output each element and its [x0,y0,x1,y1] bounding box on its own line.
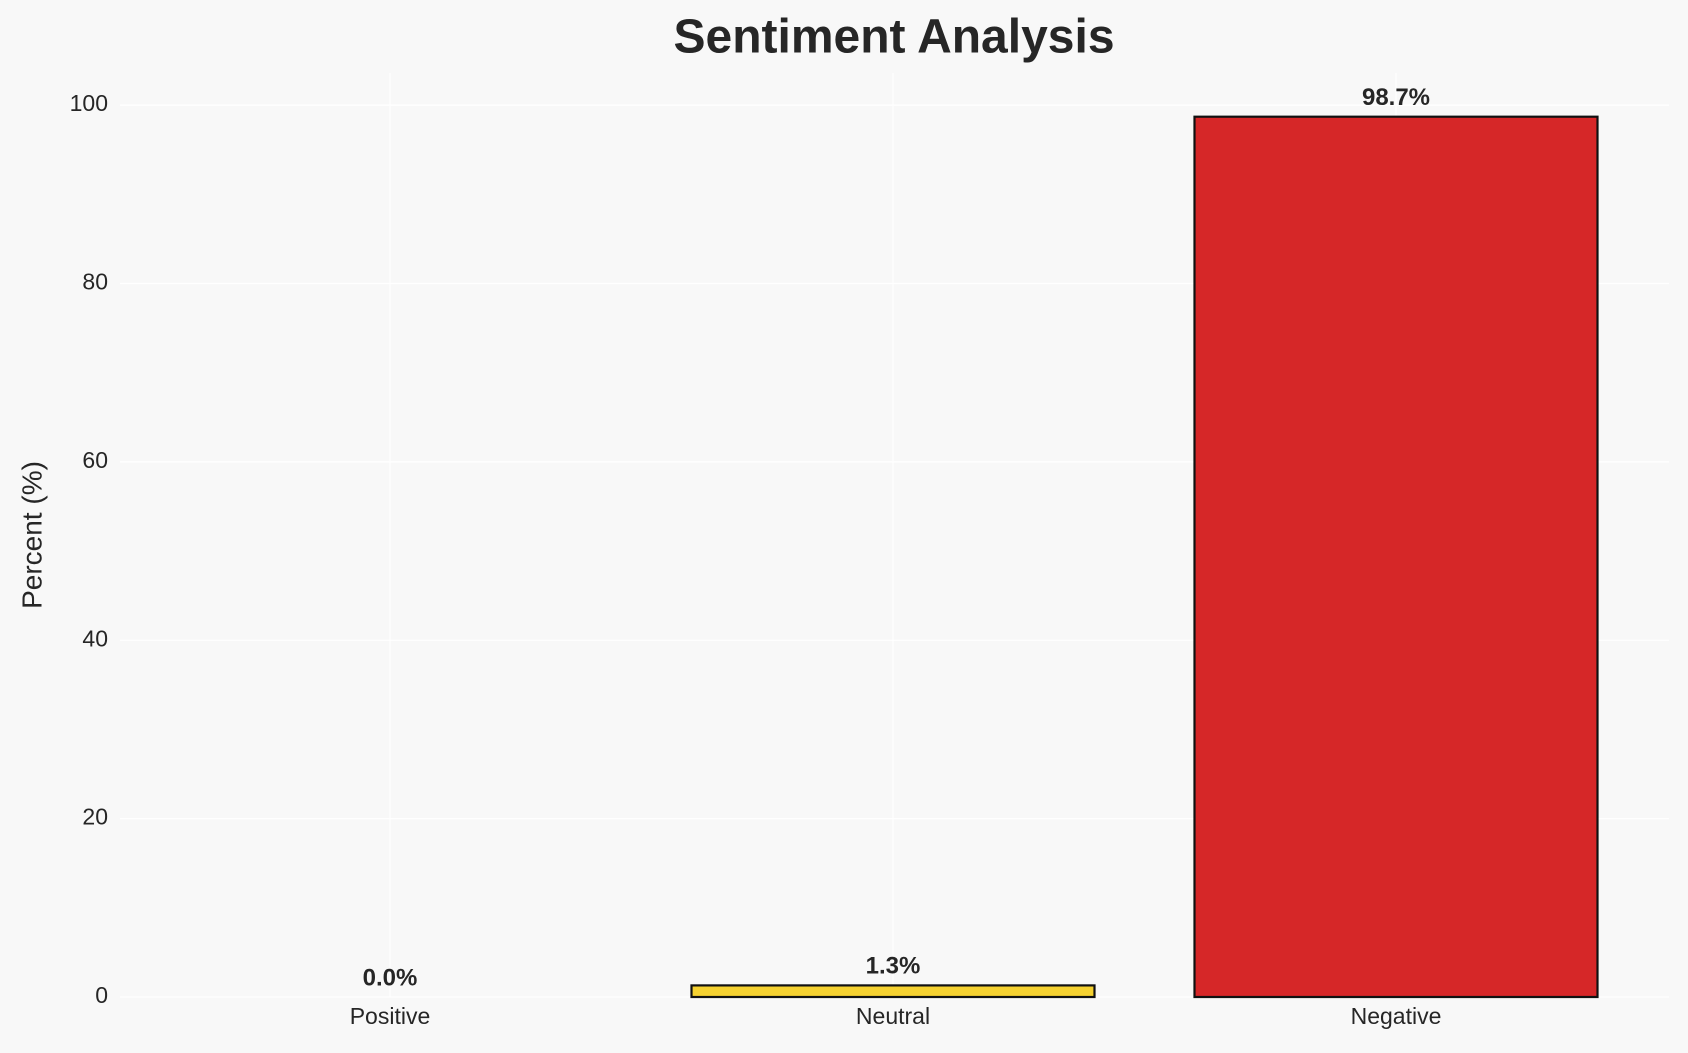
y-tick-label: 0 [95,982,108,1008]
y-axis-label: Percent (%) [16,461,47,609]
value-label: 98.7% [1362,84,1430,111]
value-label: 0.0% [363,964,418,991]
bar [1193,115,1599,999]
y-tick-label: 20 [82,804,108,830]
y-tick-label: 80 [82,269,108,295]
x-tick-label: Positive [350,1003,431,1029]
bar [690,984,1096,999]
y-tick-label: 40 [82,625,108,651]
value-label: 1.3% [866,953,921,980]
y-tick-label: 60 [82,447,108,473]
x-tick-label: Negative [1351,1003,1442,1029]
x-tick-label: Neutral [856,1003,930,1029]
chart-title: Sentiment Analysis [673,11,1114,64]
y-tick-label: 100 [70,90,108,116]
